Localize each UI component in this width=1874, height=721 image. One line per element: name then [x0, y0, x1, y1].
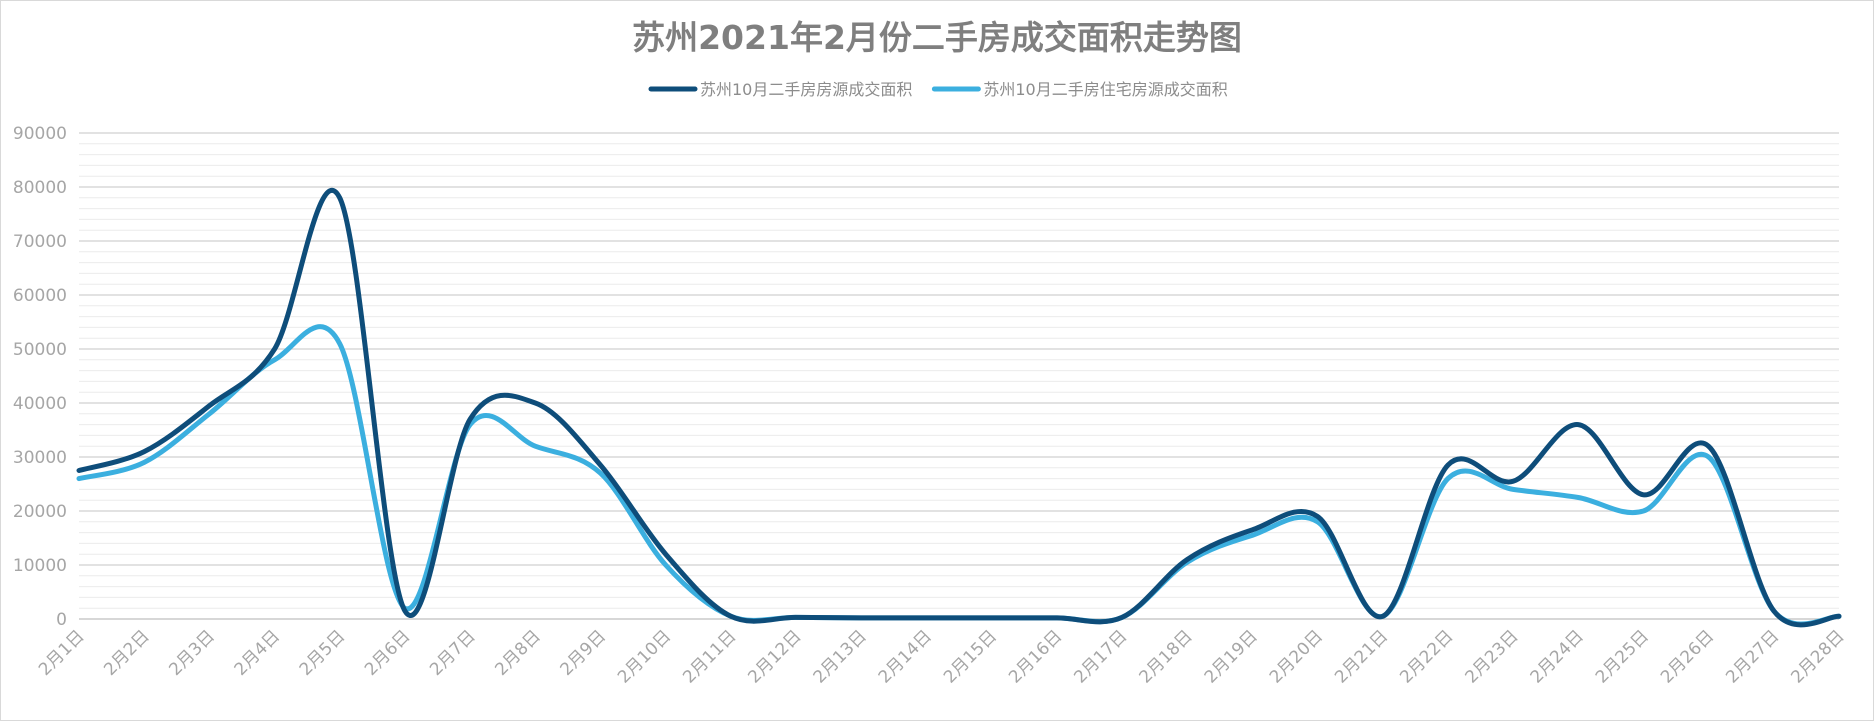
x-tick-label: 2月18日: [1136, 626, 1197, 687]
x-tick-label: 2月9日: [557, 626, 610, 679]
y-tick-label: 0: [56, 610, 67, 630]
x-tick-label: 2月15日: [940, 626, 1001, 687]
x-tick-label: 2月12日: [744, 626, 805, 687]
x-tick-label: 2月19日: [1201, 626, 1262, 687]
x-tick-label: 2月14日: [875, 626, 936, 687]
legend-label: 苏州10月二手房住宅房源成交面积: [983, 80, 1227, 99]
x-axis-ticks: 2月1日 2月2日 2月3日 2月4日 2月5日 2月6日 2月7日 2月8日 2月9日 2月10…: [35, 626, 1848, 687]
x-tick-label: 2月3日: [165, 626, 218, 679]
y-tick-label: 30000: [13, 448, 67, 468]
x-tick-label: 2月16日: [1005, 626, 1066, 687]
x-tick-label: 2月22日: [1396, 626, 1457, 687]
x-tick-label: 2月10日: [614, 626, 675, 687]
y-tick-label: 50000: [13, 340, 67, 360]
x-tick-label: 2月23日: [1461, 626, 1522, 687]
series-layer: [76, 187, 1842, 628]
x-tick-label: 2月2日: [100, 626, 153, 679]
chart-title: 苏州2021年2月份二手房成交面积走势图: [632, 18, 1242, 57]
x-tick-label: 2月6日: [361, 626, 414, 679]
x-tick-label: 2月24日: [1527, 626, 1588, 687]
x-tick-label: 2月8日: [491, 626, 544, 679]
x-tick-label: 2月11日: [679, 626, 740, 687]
y-tick-label: 70000: [13, 232, 67, 252]
x-tick-label: 2月1日: [35, 626, 88, 679]
x-tick-label: 2月20日: [1266, 626, 1327, 687]
x-tick-label: 2月4日: [231, 626, 284, 679]
x-tick-label: 2月7日: [426, 626, 479, 679]
x-tick-label: 2月13日: [810, 626, 871, 687]
series-line: [76, 324, 1842, 627]
x-tick-label: 2月25日: [1592, 626, 1653, 687]
y-tick-label: 90000: [13, 124, 67, 144]
x-tick-label: 2月27日: [1722, 626, 1783, 687]
x-tick-label: 2月17日: [1070, 626, 1131, 687]
x-tick-label: 2月5日: [296, 626, 349, 679]
y-tick-label: 10000: [13, 556, 67, 576]
x-tick-label: 2月21日: [1331, 626, 1392, 687]
legend: 苏州10月二手房房源成交面积 苏州10月二手房住宅房源成交面积: [648, 80, 1228, 99]
y-tick-label: 80000: [13, 178, 67, 198]
y-tick-label: 40000: [13, 394, 67, 414]
legend-label: 苏州10月二手房房源成交面积: [700, 80, 912, 99]
y-tick-label: 20000: [13, 502, 67, 522]
major-gridlines: [79, 132, 1839, 620]
y-axis-ticks: 0 10000 20000 30000 40000 50000 60000 70000 8000…: [13, 124, 67, 630]
x-tick-label: 2月28日: [1787, 626, 1848, 687]
x-tick-label: 2月26日: [1657, 626, 1718, 687]
y-tick-label: 60000: [13, 286, 67, 306]
series-line: [76, 187, 1842, 628]
